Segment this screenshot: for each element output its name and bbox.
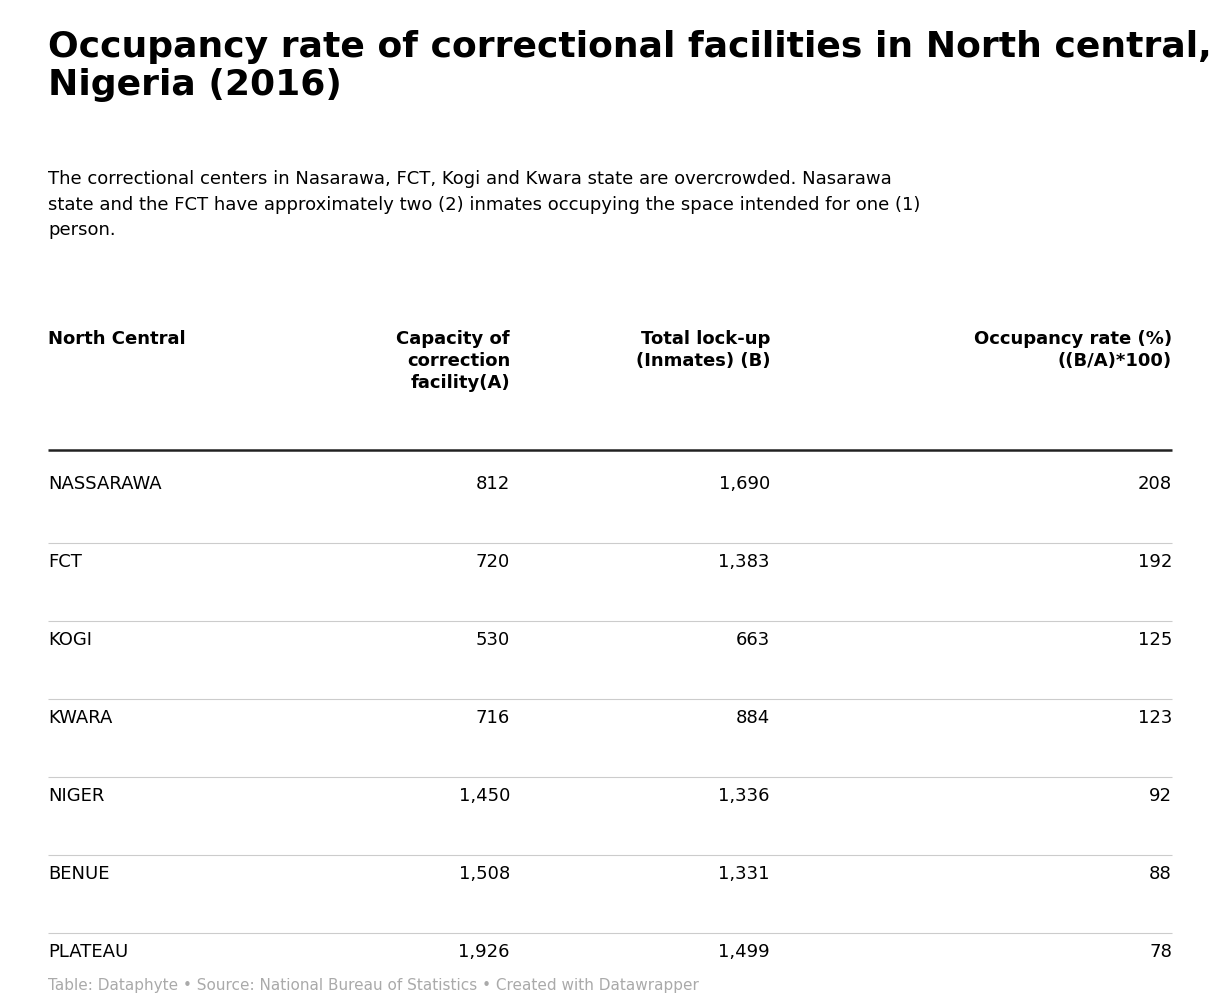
Text: 208: 208	[1138, 475, 1172, 493]
Text: The correctional centers in Nasarawa, FCT, Kogi and Kwara state are overcrowded.: The correctional centers in Nasarawa, FC…	[48, 170, 920, 240]
Text: Capacity of
correction
facility(A): Capacity of correction facility(A)	[396, 330, 510, 392]
Text: 125: 125	[1137, 631, 1172, 649]
Text: 884: 884	[736, 709, 770, 727]
Text: 92: 92	[1149, 787, 1172, 805]
Text: FCT: FCT	[48, 553, 82, 571]
Text: North Central: North Central	[48, 330, 185, 348]
Text: 1,450: 1,450	[459, 787, 510, 805]
Text: 1,331: 1,331	[719, 865, 770, 883]
Text: KWARA: KWARA	[48, 709, 112, 727]
Text: 123: 123	[1137, 709, 1172, 727]
Text: NASSARAWA: NASSARAWA	[48, 475, 161, 493]
Text: PLATEAU: PLATEAU	[48, 943, 128, 961]
Text: NIGER: NIGER	[48, 787, 105, 805]
Text: 1,508: 1,508	[459, 865, 510, 883]
Text: 88: 88	[1149, 865, 1172, 883]
Text: 1,499: 1,499	[719, 943, 770, 961]
Text: 1,690: 1,690	[719, 475, 770, 493]
Text: 1,926: 1,926	[459, 943, 510, 961]
Text: 78: 78	[1149, 943, 1172, 961]
Text: 663: 663	[736, 631, 770, 649]
Text: 1,383: 1,383	[719, 553, 770, 571]
Text: 812: 812	[476, 475, 510, 493]
Text: Occupancy rate (%)
((B/A)*100): Occupancy rate (%) ((B/A)*100)	[974, 330, 1172, 370]
Text: BENUE: BENUE	[48, 865, 110, 883]
Text: 720: 720	[476, 553, 510, 571]
Text: Total lock-up
(Inmates) (B): Total lock-up (Inmates) (B)	[636, 330, 770, 370]
Text: 716: 716	[476, 709, 510, 727]
Text: 1,336: 1,336	[719, 787, 770, 805]
Text: 530: 530	[476, 631, 510, 649]
Text: 192: 192	[1137, 553, 1172, 571]
Text: Table: Dataphyte • Source: National Bureau of Statistics • Created with Datawrap: Table: Dataphyte • Source: National Bure…	[48, 978, 699, 993]
Text: Occupancy rate of correctional facilities in North central,
Nigeria (2016): Occupancy rate of correctional facilitie…	[48, 30, 1211, 102]
Text: KOGI: KOGI	[48, 631, 92, 649]
